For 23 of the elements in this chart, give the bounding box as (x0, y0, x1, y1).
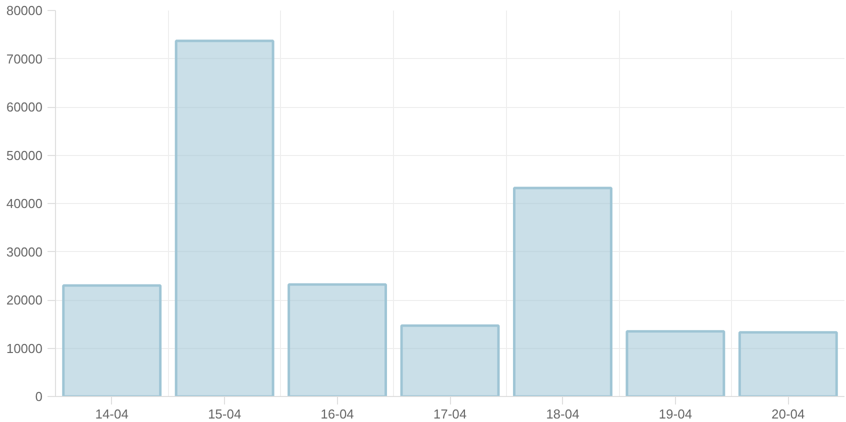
bar (400, 324, 500, 396)
x-tick-label: 17-04 (433, 406, 467, 422)
y-tick-label: 0 (35, 389, 43, 404)
x-tick-label: 19-04 (658, 406, 692, 422)
x-tick-label: 14-04 (95, 406, 128, 422)
y-tick-label: 10000 (6, 340, 43, 356)
x-tick-label: 18-04 (546, 406, 580, 422)
y-tick-label: 80000 (6, 3, 43, 18)
x-tick-label: 16-04 (320, 406, 354, 422)
bar (738, 331, 838, 396)
y-tick-label: 60000 (6, 100, 43, 114)
y-tick-label: 40000 (6, 196, 43, 211)
bar (626, 330, 726, 396)
bar (62, 284, 162, 396)
bar (174, 40, 274, 396)
y-tick-label: 30000 (6, 244, 43, 260)
bar (512, 186, 612, 396)
y-tick-label: 70000 (6, 51, 43, 66)
bar (288, 283, 388, 396)
x-tick-label: 15-04 (208, 406, 242, 422)
y-tick-label: 20000 (6, 292, 43, 308)
y-tick-label: 50000 (6, 148, 43, 163)
x-tick-label: 20-04 (772, 406, 805, 422)
